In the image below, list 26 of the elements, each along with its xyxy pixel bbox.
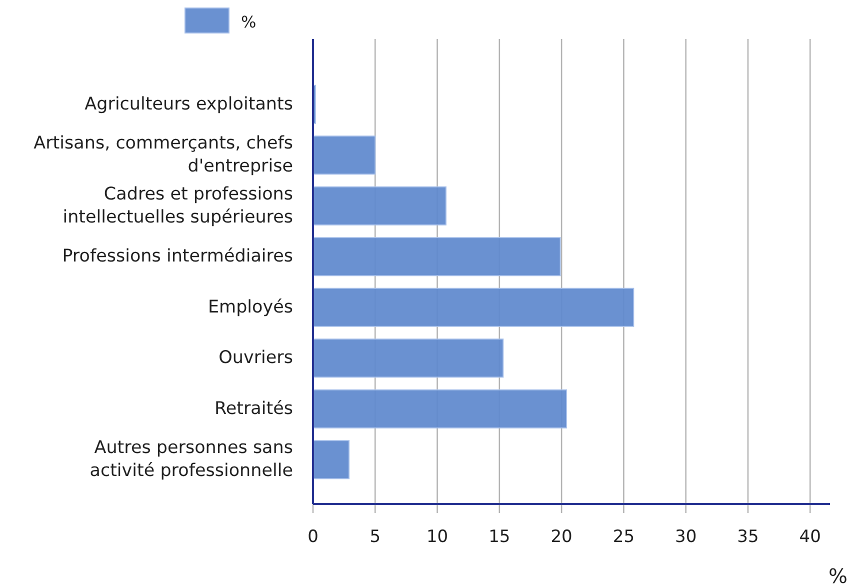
y-tick-label: Autres personnes sans activité professionnelle	[90, 438, 293, 482]
x-tick-label: 20	[550, 527, 572, 547]
x-tick-label: 10	[426, 527, 448, 547]
y-tick-label: Cadres et professions intellectuelles supérieures	[62, 184, 293, 228]
bar	[312, 338, 504, 378]
x-tick-label: 25	[612, 527, 635, 547]
legend-label: %	[241, 12, 256, 32]
y-tick-label: Professions intermédiaires	[62, 246, 293, 267]
bar	[312, 288, 634, 327]
y-tick-label: Retraités	[214, 398, 293, 419]
y-tick-label: Ouvriers	[218, 348, 293, 368]
x-axis-title: %	[828, 564, 848, 586]
y-tick-label: Agriculteurs exploitants	[84, 94, 293, 114]
bar	[312, 186, 446, 226]
bar	[312, 136, 376, 175]
x-tick-label: 15	[488, 527, 510, 547]
y-tick-label: Artisans, commerçants, chefs d'entreprise	[34, 134, 293, 177]
bar	[312, 440, 350, 480]
x-tick-label: 35	[737, 527, 759, 547]
y-tick-label: Employés	[208, 297, 293, 318]
bar	[312, 237, 561, 276]
bar	[312, 389, 568, 428]
x-tick-label: 30	[675, 527, 697, 547]
x-tick-label: 40	[799, 527, 821, 547]
x-tick-label: 0	[308, 527, 318, 547]
x-tick-label: 5	[370, 527, 381, 547]
